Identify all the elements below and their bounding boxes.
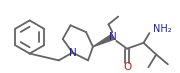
- Text: N: N: [69, 48, 76, 58]
- Text: N: N: [109, 32, 116, 42]
- Polygon shape: [93, 35, 114, 47]
- Text: O: O: [123, 62, 131, 72]
- Text: NH₂: NH₂: [153, 24, 172, 34]
